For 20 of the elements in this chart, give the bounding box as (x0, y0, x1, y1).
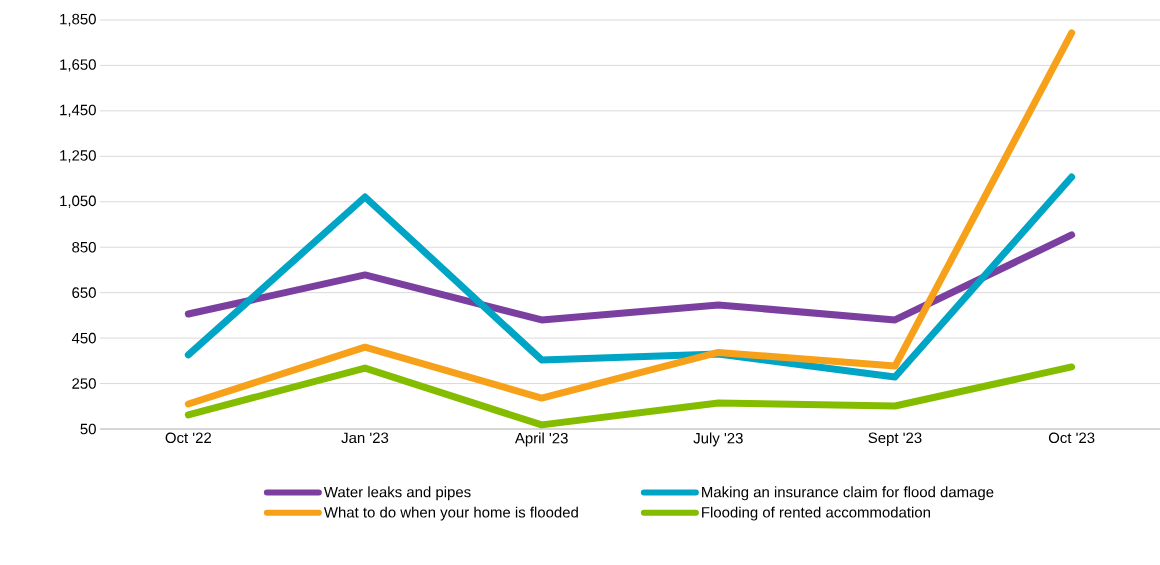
legend-label: Making an insurance claim for flood damage (702, 486, 994, 501)
legend-label: Water leaks and pipes (323, 486, 471, 501)
y-tick-label: 1,650 (60, 59, 96, 72)
x-tick-label: July '23 (693, 432, 743, 447)
x-tick-label: Sept '23 (868, 432, 922, 447)
y-tick-label: 250 (72, 378, 96, 389)
y-tick-label: 1,850 (60, 13, 96, 27)
legend-label: What to do when your home is flooded (323, 506, 578, 521)
y-tick-label: 50 (80, 423, 96, 435)
y-tick-label: 1,250 (60, 150, 96, 163)
y-tick-label: 1,050 (60, 195, 96, 208)
x-tick-label: Oct '22 (165, 432, 212, 444)
y-tick-label: 850 (72, 241, 96, 253)
x-tick-label: Jan '23 (341, 432, 389, 444)
x-tick-label: Oct '23 (1048, 432, 1095, 444)
y-tick-label: 650 (72, 287, 96, 298)
y-tick-label: 1,450 (60, 104, 96, 118)
legend-label: Flooding of rented accommodation (702, 506, 930, 521)
x-tick-label: April '23 (514, 432, 568, 447)
y-tick-label: 450 (71, 332, 96, 344)
